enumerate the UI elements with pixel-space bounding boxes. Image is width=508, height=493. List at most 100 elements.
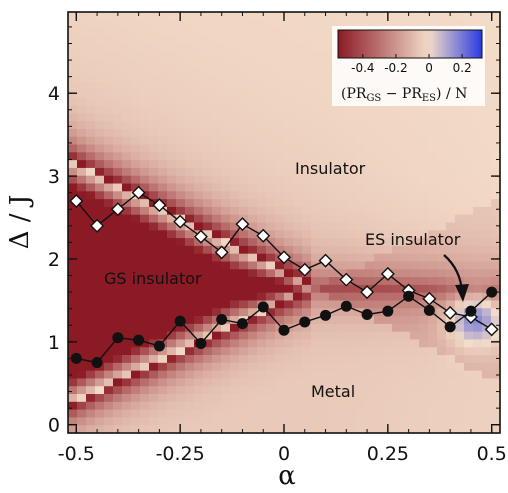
heatmap-cell <box>104 82 114 91</box>
heatmap-cell <box>482 89 492 99</box>
heatmap-cell <box>131 199 141 208</box>
heatmap-cell <box>104 183 114 192</box>
heatmap-cell <box>464 425 474 434</box>
heatmap-cell <box>446 214 456 224</box>
heatmap-cell <box>383 183 393 192</box>
heatmap-cell <box>275 378 285 387</box>
heatmap-cell <box>401 191 411 200</box>
heatmap-cell <box>410 113 420 122</box>
heatmap-cell <box>140 230 150 239</box>
heatmap-cell <box>95 50 105 60</box>
heatmap-cell <box>284 378 294 387</box>
heatmap-cell <box>230 66 240 75</box>
heatmap-cell <box>365 409 375 419</box>
heatmap-cell <box>167 409 177 419</box>
heatmap-cell <box>131 347 141 356</box>
heatmap-cell <box>491 292 501 302</box>
heatmap-cell <box>104 308 114 317</box>
heatmap-cell <box>86 378 96 387</box>
heatmap-cell <box>446 425 456 434</box>
heatmap-cell <box>77 35 87 44</box>
heatmap-cell <box>176 199 186 208</box>
heatmap-cell <box>221 167 231 177</box>
heatmap-cell <box>302 355 312 364</box>
heatmap-cell <box>401 347 411 356</box>
heatmap-cell <box>311 89 321 99</box>
heatmap-cell <box>149 284 159 294</box>
heatmap-cell <box>320 355 330 364</box>
heatmap-cell <box>131 105 141 114</box>
heatmap-cell <box>257 214 267 224</box>
heatmap-cell <box>473 167 483 177</box>
heatmap-cell <box>392 323 402 333</box>
heatmap-cell <box>275 308 285 317</box>
heatmap-cell <box>149 339 159 348</box>
heatmap-cell <box>311 183 321 192</box>
heatmap-cell <box>221 19 231 29</box>
heatmap-cell <box>311 386 321 395</box>
heatmap-cell <box>257 261 267 270</box>
heatmap-cell <box>329 206 339 216</box>
heatmap-cell <box>86 183 96 192</box>
heatmap-cell <box>311 261 321 270</box>
heatmap-cell <box>356 167 366 177</box>
heatmap-cell <box>230 199 240 208</box>
heatmap-cell <box>158 378 168 387</box>
heatmap-cell <box>86 167 96 177</box>
heatmap-cell <box>275 401 285 411</box>
heatmap-cell <box>329 230 339 239</box>
heatmap-cell <box>203 253 213 263</box>
heatmap-cell <box>68 128 78 138</box>
heatmap-cell <box>455 144 465 153</box>
heatmap-cell <box>68 19 78 29</box>
heatmap-cell <box>266 386 276 395</box>
heatmap-cell <box>302 74 312 83</box>
heatmap-cell <box>185 89 195 99</box>
heatmap-cell <box>257 370 267 380</box>
heatmap-cell <box>140 136 150 146</box>
heatmap-cell <box>266 284 276 294</box>
heatmap-cell <box>158 97 168 107</box>
heatmap-cell <box>320 19 330 29</box>
heatmap-cell <box>383 401 393 411</box>
heatmap-cell <box>302 284 312 294</box>
heatmap-cell <box>410 152 420 161</box>
heatmap-cell <box>248 425 258 434</box>
heatmap-cell <box>311 206 321 216</box>
heatmap-cell <box>68 292 78 302</box>
heatmap-cell <box>248 82 258 91</box>
heatmap-cell <box>464 183 474 192</box>
heatmap-cell <box>302 191 312 200</box>
heatmap-cell <box>374 121 384 130</box>
heatmap-cell <box>95 425 105 434</box>
heatmap-cell <box>113 50 123 60</box>
heatmap-cell <box>221 417 231 426</box>
heatmap-cell <box>86 191 96 200</box>
heatmap-cell <box>482 230 492 239</box>
heatmap-cell <box>122 284 132 294</box>
heatmap-cell <box>194 284 204 294</box>
heatmap-cell <box>149 253 159 263</box>
heatmap-cell <box>338 370 348 380</box>
heatmap-cell <box>221 58 231 68</box>
heatmap-cell <box>149 58 159 68</box>
heatmap-cell <box>383 386 393 395</box>
heatmap-cell <box>140 50 150 60</box>
circle-marker <box>320 309 332 321</box>
heatmap-cell <box>293 308 303 317</box>
heatmap-cell <box>374 425 384 434</box>
heatmap-cell <box>122 160 132 169</box>
heatmap-cell <box>167 82 177 91</box>
heatmap-cell <box>284 409 294 419</box>
heatmap-cell <box>185 347 195 356</box>
heatmap-cell <box>374 269 384 278</box>
heatmap-cell <box>176 160 186 169</box>
heatmap-cell <box>248 35 258 44</box>
heatmap-cell <box>428 300 438 309</box>
heatmap-cell <box>410 121 420 130</box>
heatmap-cell <box>446 378 456 387</box>
heatmap-cell <box>104 245 114 255</box>
heatmap-cell <box>284 284 294 294</box>
heatmap-cell <box>140 394 150 403</box>
heatmap-cell <box>140 261 150 270</box>
